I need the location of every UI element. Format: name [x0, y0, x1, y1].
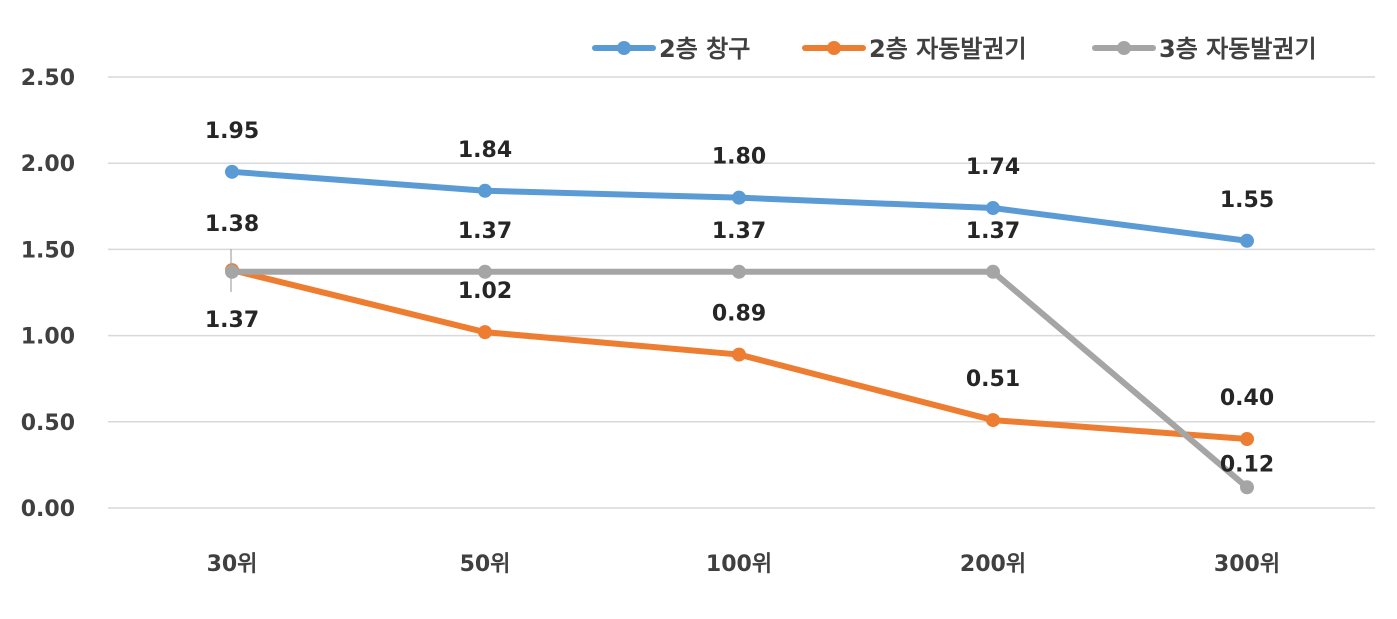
- legend: 2층 창구 2층 자동발권기 3층 자동발권기: [592, 35, 1317, 63]
- y-axis: 0.00 0.50 1.00 1.50 2.00 2.50: [21, 66, 75, 522]
- data-label: 1.80: [712, 145, 766, 170]
- data-point: [1240, 480, 1254, 495]
- data-point: [732, 264, 746, 279]
- x-tick-label: 50위: [460, 552, 511, 577]
- data-label: 1.37: [712, 219, 766, 244]
- legend-swatch-marker: [827, 41, 841, 55]
- data-label: 0.12: [1220, 452, 1274, 477]
- y-tick-label: 0.50: [21, 411, 75, 436]
- data-point: [478, 264, 492, 279]
- data-point: [986, 201, 1000, 216]
- data-label: 1.95: [205, 119, 259, 144]
- data-labels: 1.95 1.84 1.80 1.74 1.55 1.38 1.02 0.89 0.51 0.40…: [205, 119, 1274, 477]
- y-tick-label: 0.00: [21, 497, 75, 522]
- data-point: [732, 190, 746, 205]
- data-label: 0.89: [712, 302, 766, 327]
- x-tick-label: 200위: [960, 552, 1026, 577]
- data-point: [225, 264, 239, 279]
- legend-item: 3층 자동발권기: [1092, 35, 1317, 63]
- data-point: [225, 164, 239, 179]
- x-axis: 30위 50위 100위 200위 300위: [207, 552, 1281, 577]
- y-tick-label: 2.50: [21, 66, 75, 91]
- legend-swatch-marker: [1117, 41, 1131, 55]
- data-label: 1.37: [205, 308, 259, 333]
- data-label: 1.38: [205, 212, 259, 237]
- data-label: 0.40: [1220, 386, 1274, 411]
- legend-label: 3층 자동발권기: [1159, 35, 1317, 63]
- legend-label: 2층 창구: [659, 35, 750, 63]
- y-tick-label: 2.00: [21, 152, 75, 177]
- series-group: [225, 164, 1254, 495]
- x-tick-label: 30위: [207, 552, 258, 577]
- x-tick-label: 300위: [1214, 552, 1280, 577]
- data-label: 1.74: [966, 155, 1020, 180]
- data-label: 0.51: [966, 367, 1020, 392]
- data-point: [478, 325, 492, 340]
- legend-item: 2층 자동발권기: [802, 35, 1027, 63]
- data-point: [986, 413, 1000, 428]
- data-point: [732, 347, 746, 362]
- legend-item: 2층 창구: [592, 35, 750, 63]
- data-point: [1240, 233, 1254, 248]
- y-tick-label: 1.00: [21, 325, 75, 350]
- data-point: [478, 183, 492, 198]
- legend-swatch-marker: [617, 41, 631, 55]
- gridlines: [108, 76, 1375, 509]
- data-label: 1.37: [966, 219, 1020, 244]
- x-tick-label: 100위: [706, 552, 772, 577]
- data-label: 1.02: [458, 279, 512, 304]
- data-point: [1240, 432, 1254, 447]
- data-label: 1.37: [458, 219, 512, 244]
- data-label: 1.84: [458, 138, 512, 163]
- data-label: 1.55: [1220, 188, 1274, 213]
- legend-label: 2층 자동발권기: [869, 35, 1027, 63]
- y-tick-label: 1.50: [21, 238, 75, 263]
- data-point: [986, 264, 1000, 279]
